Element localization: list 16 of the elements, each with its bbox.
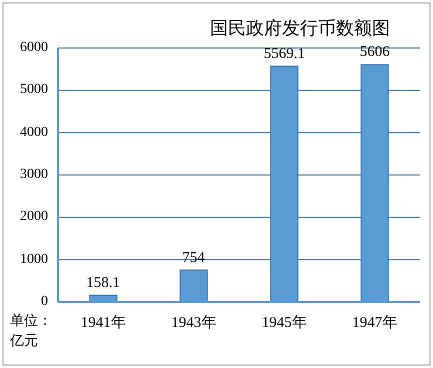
y-tick-label: 1000 bbox=[20, 252, 48, 268]
y-tick-label: 3000 bbox=[20, 167, 48, 183]
x-tick-label: 1945年 bbox=[262, 314, 307, 332]
y-tick-label: 0 bbox=[41, 294, 48, 310]
data-label: 158.1 bbox=[86, 274, 120, 292]
data-label: 5569.1 bbox=[264, 46, 305, 63]
y-tick-label: 6000 bbox=[20, 40, 48, 56]
data-label: 5606 bbox=[360, 44, 390, 62]
x-tick-label: 1941年 bbox=[80, 314, 126, 332]
x-tick-label: 1947年 bbox=[352, 314, 398, 332]
chart-title: 国民政府发行币数额图 bbox=[210, 17, 390, 40]
y-tick-label: 5000 bbox=[20, 82, 48, 98]
text: 单位：亿元 bbox=[10, 312, 53, 351]
y-tick-label: 2000 bbox=[20, 209, 48, 226]
y-tick-label: 4000 bbox=[20, 124, 48, 141]
x-tick-label: 1943年 bbox=[171, 314, 216, 332]
